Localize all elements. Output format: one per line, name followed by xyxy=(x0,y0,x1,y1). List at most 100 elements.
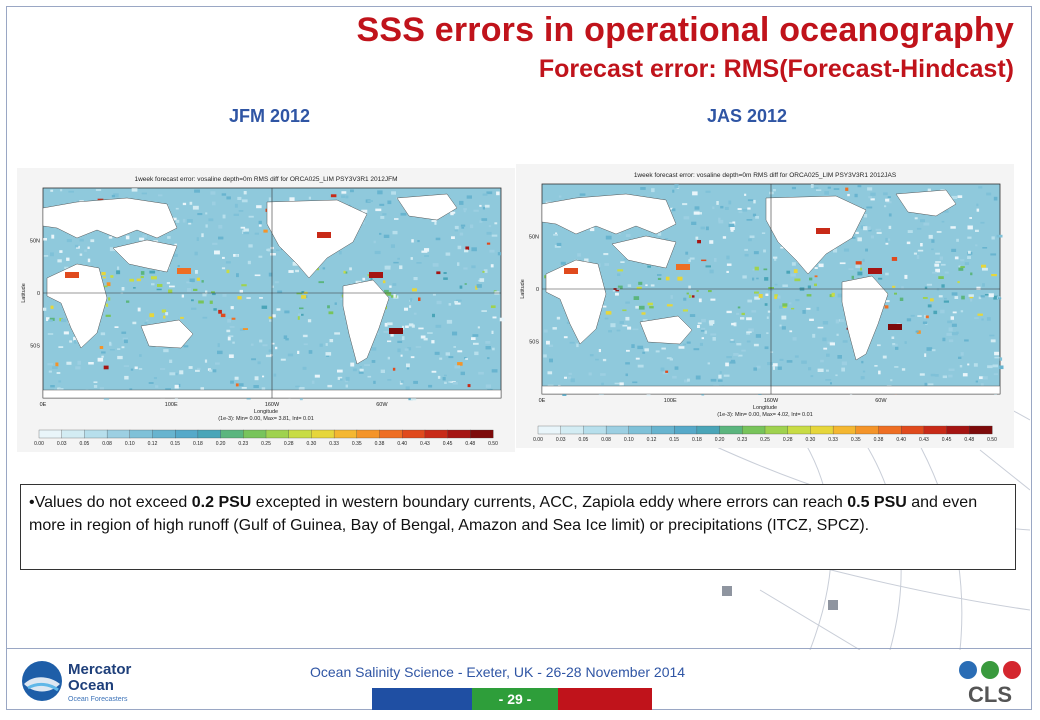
error-cell xyxy=(481,218,488,221)
error-cell xyxy=(701,318,706,323)
high-error-spot xyxy=(389,328,403,334)
error-cell xyxy=(477,326,480,329)
error-cell xyxy=(712,206,715,210)
error-cell xyxy=(935,252,940,255)
error-cell xyxy=(289,197,295,202)
error-cell xyxy=(651,188,655,193)
error-cell xyxy=(174,384,179,389)
error-cell xyxy=(747,207,751,210)
error-cell xyxy=(984,294,991,296)
error-cell xyxy=(464,249,469,253)
error-cell xyxy=(59,250,63,253)
error-cell xyxy=(894,292,897,295)
error-cell xyxy=(43,255,49,257)
error-cell xyxy=(883,300,890,303)
error-cell xyxy=(478,279,481,282)
error-cell xyxy=(633,296,640,300)
error-cell xyxy=(209,300,213,304)
error-cell xyxy=(988,293,994,298)
error-cell xyxy=(746,340,751,343)
error-cell xyxy=(861,360,864,364)
error-cell xyxy=(123,339,128,344)
error-cell xyxy=(940,309,945,314)
error-cell xyxy=(374,250,381,255)
error-cell xyxy=(432,313,435,318)
error-cell xyxy=(942,375,947,379)
error-cell xyxy=(205,212,208,215)
error-cell xyxy=(726,356,732,359)
error-cell xyxy=(341,191,347,194)
error-cell xyxy=(140,275,144,279)
error-cell xyxy=(459,285,463,289)
error-cell xyxy=(931,239,935,243)
colorbar-tick-label: 0.03 xyxy=(556,437,566,443)
error-cell xyxy=(682,309,688,312)
error-cell xyxy=(794,278,801,282)
error-cell xyxy=(456,299,462,302)
error-cell xyxy=(672,208,676,212)
slide-header: SSS errors in operational oceanography F… xyxy=(356,10,1014,84)
error-cell xyxy=(605,311,612,315)
error-cell xyxy=(329,339,334,343)
landmass xyxy=(611,235,677,269)
error-cell xyxy=(459,200,464,205)
error-cell xyxy=(488,225,492,228)
error-cell xyxy=(632,328,639,331)
error-cell xyxy=(435,324,442,328)
error-cell xyxy=(705,226,709,231)
error-cell xyxy=(885,198,890,202)
error-cell xyxy=(728,223,735,227)
error-cell xyxy=(77,360,81,365)
lon-tick-label: 0E xyxy=(40,402,47,408)
error-cell xyxy=(104,285,108,288)
colorbar-swatch xyxy=(719,425,743,435)
error-cell xyxy=(163,349,169,353)
error-cell xyxy=(870,235,874,239)
error-cell xyxy=(744,253,749,257)
logo-mercator-text: Mercator xyxy=(68,661,132,678)
error-cell xyxy=(266,248,270,251)
colorbar-swatch xyxy=(696,425,721,435)
error-cell xyxy=(666,357,672,360)
error-cell xyxy=(728,200,732,205)
error-cell xyxy=(377,190,383,195)
error-cell xyxy=(980,221,985,224)
error-cell xyxy=(981,264,986,268)
error-cell xyxy=(142,234,147,238)
error-cell xyxy=(411,239,414,243)
error-cell xyxy=(100,332,106,336)
error-cell xyxy=(789,330,793,333)
error-cell xyxy=(860,267,863,271)
error-cell xyxy=(54,388,59,391)
error-cell xyxy=(826,353,830,357)
error-cell xyxy=(52,366,58,370)
error-cell xyxy=(742,275,747,279)
colorbar-swatch xyxy=(810,425,834,435)
error-cell xyxy=(837,293,844,298)
error-cell xyxy=(917,315,922,317)
error-cell xyxy=(744,248,748,251)
error-cell xyxy=(166,282,170,285)
error-cell xyxy=(463,210,466,213)
error-cell xyxy=(669,358,673,361)
error-cell xyxy=(487,357,490,360)
error-cell xyxy=(890,379,893,382)
error-cell xyxy=(121,331,127,334)
error-cell xyxy=(474,351,479,356)
error-cell xyxy=(709,269,714,274)
error-cell xyxy=(129,388,133,391)
error-cell xyxy=(870,192,876,196)
error-cell xyxy=(168,289,173,294)
error-cell xyxy=(975,244,978,247)
error-cell xyxy=(713,384,719,387)
error-cell xyxy=(262,344,268,347)
error-cell xyxy=(232,341,235,344)
error-cell xyxy=(483,269,488,273)
error-cell xyxy=(364,364,370,366)
error-cell xyxy=(947,320,953,324)
error-cell xyxy=(700,330,705,332)
error-cell xyxy=(748,328,754,333)
error-cell xyxy=(406,367,410,370)
error-cell xyxy=(215,362,220,365)
error-cell xyxy=(105,303,109,307)
